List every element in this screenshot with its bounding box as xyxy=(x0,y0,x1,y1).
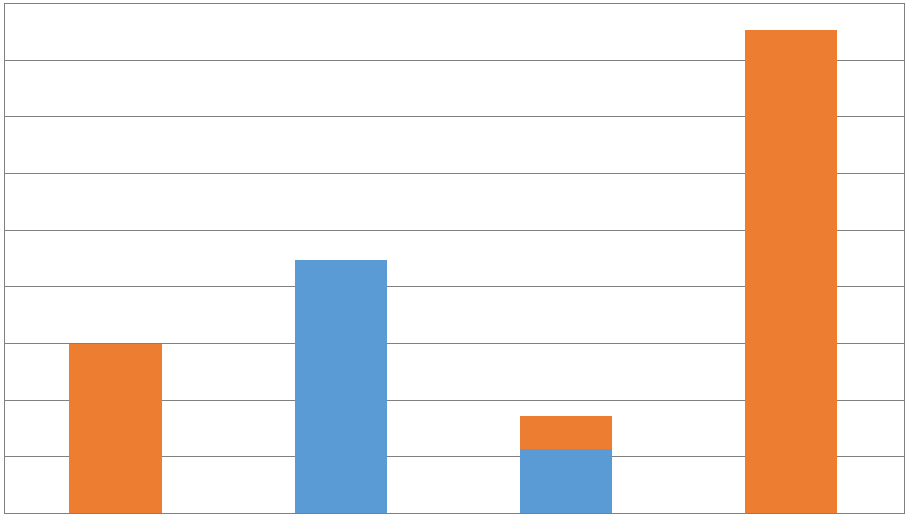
plot-area xyxy=(4,4,905,514)
bar-blue xyxy=(295,260,387,514)
axis-right xyxy=(904,4,905,514)
bar-orange xyxy=(520,416,612,449)
gridline xyxy=(4,3,905,4)
bar-chart xyxy=(0,0,909,518)
axis-bottom xyxy=(4,513,905,514)
axis-left xyxy=(4,4,5,514)
bar-orange xyxy=(69,344,161,514)
bar-orange xyxy=(745,30,837,515)
bar-blue xyxy=(520,449,612,514)
